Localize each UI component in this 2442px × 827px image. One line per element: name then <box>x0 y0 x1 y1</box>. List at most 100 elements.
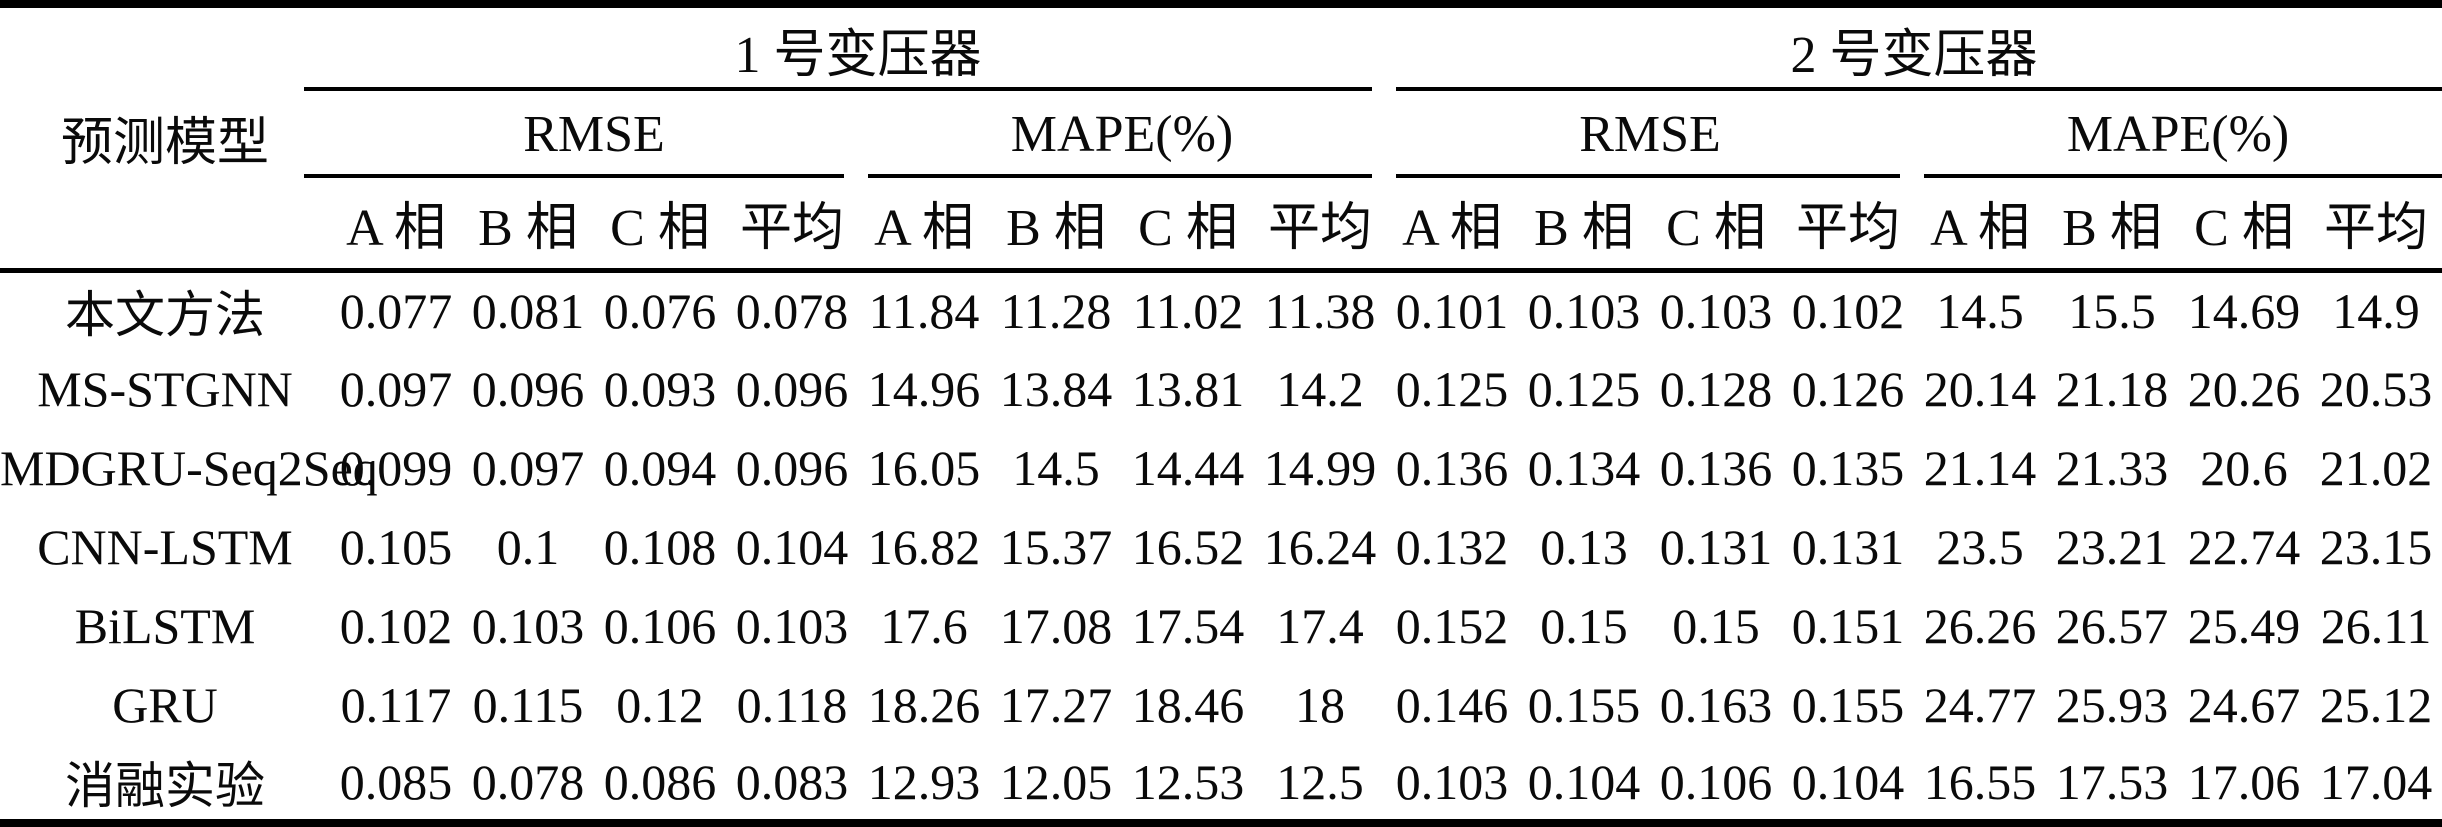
table-row-ms-stgnn: MS-STGNN 0.097 0.096 0.093 0.096 14.96 1… <box>0 349 2442 428</box>
cell: 18.26 <box>867 676 981 733</box>
cell: 0.102 <box>1791 282 1905 339</box>
group-header-transformer-1: 1 号变压器 <box>303 4 1386 91</box>
metric-header-t2-rmse: RMSE <box>1386 91 1914 178</box>
table-row-mdgru-seq2seq: MDGRU-Seq2Seq 0.099 0.097 0.094 0.096 16… <box>0 428 2442 507</box>
metric-header-row: RMSE MAPE(%) RMSE MAPE(%) <box>0 91 2442 178</box>
cell: 0.085 <box>339 753 453 810</box>
cell: 14.9 <box>2332 282 2420 339</box>
cell: 0.104 <box>1791 753 1905 810</box>
cell: 0.155 <box>1791 676 1905 733</box>
cell: 0.083 <box>735 753 849 810</box>
table-row-bilstm: BiLSTM 0.102 0.103 0.106 0.103 17.6 17.0… <box>0 586 2442 665</box>
cell: 0.097 <box>339 360 453 417</box>
cell: 17.08 <box>999 597 1113 654</box>
transformer-group-header-row: 预测模型 1 号变压器 2 号变压器 <box>0 4 2442 273</box>
cell: 0.136 <box>1659 439 1773 496</box>
cell: 0.102 <box>339 597 453 654</box>
cell: 0.077 <box>339 282 453 339</box>
cell: 18.46 <box>1131 676 1245 733</box>
cell: 0.099 <box>339 439 453 496</box>
model-name: GRU <box>112 676 218 733</box>
metric-header-t1-rmse: RMSE <box>304 91 858 178</box>
cell: 14.5 <box>1012 439 1100 496</box>
cell: 0.126 <box>1791 360 1905 417</box>
phase-header-c: C 相 <box>2178 178 2311 273</box>
phase-header-b: B 相 <box>462 178 594 273</box>
cell: 20.53 <box>2319 360 2433 417</box>
cell: 0.094 <box>603 439 717 496</box>
phase-header-c: C 相 <box>1650 178 1783 273</box>
cell: 13.81 <box>1131 360 1245 417</box>
cell: 15.5 <box>2068 282 2156 339</box>
cell: 20.26 <box>2187 360 2301 417</box>
cell: 0.146 <box>1395 676 1509 733</box>
cell: 11.02 <box>1132 282 1244 339</box>
cell: 0.103 <box>471 597 585 654</box>
cell: 24.67 <box>2187 676 2301 733</box>
cell: 0.115 <box>472 676 584 733</box>
model-name: BiLSTM <box>74 597 256 654</box>
cell: 0.131 <box>1791 518 1905 575</box>
cell: 26.26 <box>1923 597 2037 654</box>
cell: 12.93 <box>867 753 981 810</box>
cell: 0.103 <box>1659 282 1773 339</box>
cell: 0.136 <box>1395 439 1509 496</box>
cell: 16.55 <box>1923 753 2037 810</box>
group-header-transformer-2: 2 号变压器 <box>1386 4 2442 91</box>
cell: 12.05 <box>999 753 1113 810</box>
cell: 0.108 <box>603 518 717 575</box>
cell: 0.13 <box>1540 518 1628 575</box>
cell: 11.38 <box>1264 282 1376 339</box>
model-name: 消融实验 <box>65 757 265 814</box>
cell: 16.52 <box>1131 518 1245 575</box>
cell: 13.84 <box>999 360 1113 417</box>
cell: 16.82 <box>867 518 981 575</box>
cell: 0.118 <box>736 676 848 733</box>
cell: 14.2 <box>1276 360 1364 417</box>
phase-header-avg: 平均 <box>726 178 858 273</box>
phase-header-avg: 平均 <box>1782 178 1915 273</box>
cell: 26.57 <box>2055 597 2169 654</box>
cell: 0.101 <box>1395 282 1509 339</box>
cell: 0.125 <box>1527 360 1641 417</box>
cell: 14.5 <box>1936 282 2024 339</box>
cell: 18 <box>1295 676 1345 733</box>
cell: 14.96 <box>867 360 981 417</box>
cell: 0.105 <box>339 518 453 575</box>
phase-header-row: A 相 B 相 C 相 平均 A 相 B 相 C 相 平均 A 相 B 相 C … <box>0 178 2442 273</box>
phase-header-avg: 平均 <box>2310 178 2442 273</box>
model-name: CNN-LSTM <box>37 518 293 575</box>
cell: 17.04 <box>2319 753 2433 810</box>
table-row-gru: GRU 0.117 0.115 0.12 0.118 18.26 17.27 1… <box>0 665 2442 744</box>
phase-header-c: C 相 <box>594 178 726 273</box>
cell: 0.125 <box>1395 360 1509 417</box>
cell: 0.132 <box>1395 518 1509 575</box>
cell: 12.5 <box>1276 753 1364 810</box>
cell: 11.84 <box>868 282 980 339</box>
cell: 0.103 <box>735 597 849 654</box>
cell: 0.096 <box>471 360 585 417</box>
cell: 17.27 <box>999 676 1113 733</box>
cell: 20.14 <box>1923 360 2037 417</box>
table-row-ablation: 消融实验 0.085 0.078 0.086 0.083 12.93 12.05… <box>0 744 2442 823</box>
cell: 23.21 <box>2055 518 2169 575</box>
cell: 0.131 <box>1659 518 1773 575</box>
cell: 0.117 <box>340 676 452 733</box>
cell: 0.096 <box>735 360 849 417</box>
cell: 0.078 <box>471 753 585 810</box>
phase-header-a: A 相 <box>858 178 990 273</box>
phase-header-b: B 相 <box>2046 178 2179 273</box>
cell: 16.05 <box>867 439 981 496</box>
cell: 0.128 <box>1659 360 1773 417</box>
cell: 0.134 <box>1527 439 1641 496</box>
cell: 15.37 <box>999 518 1113 575</box>
cell: 21.18 <box>2055 360 2169 417</box>
cell: 23.15 <box>2319 518 2433 575</box>
model-name: MS-STGNN <box>37 360 293 417</box>
cell: 0.104 <box>1527 753 1641 810</box>
phase-header-a: A 相 <box>1914 178 2047 273</box>
phase-header-a: A 相 <box>330 178 462 273</box>
cell: 21.02 <box>2319 439 2433 496</box>
phase-header-c: C 相 <box>1122 178 1254 273</box>
cell: 0.1 <box>496 518 560 575</box>
